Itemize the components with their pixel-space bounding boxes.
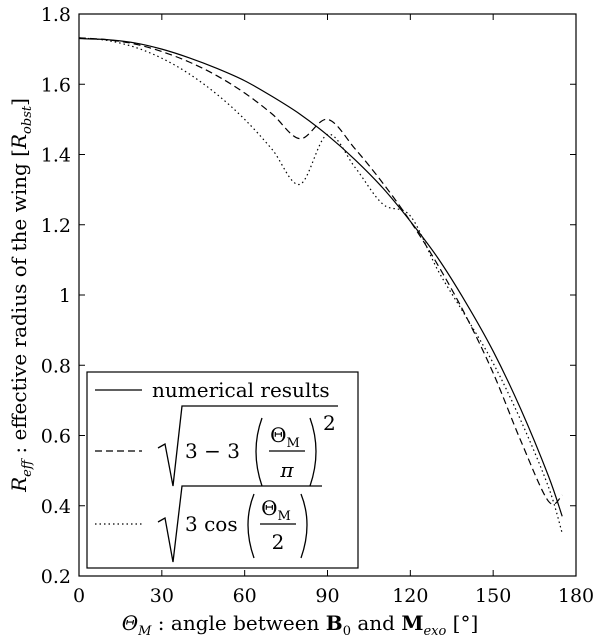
series-layer [78, 37, 563, 534]
legend-entry-numerical: numerical results [95, 378, 330, 402]
y-tick-label: 0.6 [41, 426, 71, 448]
x-tick-label: 0 [73, 585, 85, 607]
y-tick-label: 1.8 [41, 4, 71, 26]
legend-entry-quadratic: 3 − 3 ΘM π 2 [95, 405, 338, 487]
ticks [78, 13, 577, 577]
y-tick-label: 1 [59, 285, 71, 307]
y-tick-label: 0.4 [41, 496, 71, 518]
legend-label-numerical: numerical results [152, 378, 330, 402]
fraction-denominator-quadratic: π [279, 458, 294, 482]
sqrt-sign-cosine [157, 485, 322, 563]
fraction-numerator-quadratic: ΘM [270, 423, 300, 451]
paren-left-quadratic [255, 417, 263, 487]
x-tick-label: 120 [392, 585, 428, 607]
paren-left-cosine [247, 493, 255, 559]
x-tick-label: 30 [150, 585, 174, 607]
series-line-quadratic [78, 37, 563, 505]
y-tick-label: 0.2 [41, 566, 71, 588]
tick-labels: 0 30 60 90 120 150 180 0.2 0.4 0.6 0.8 1 1.2 1.4 1.6 1.… [41, 4, 594, 607]
y-tick-label: 1.2 [41, 215, 71, 237]
paren-right-cosine [300, 493, 308, 559]
sqrt-sign-quadratic [157, 405, 338, 487]
x-tick-label: 180 [558, 585, 594, 607]
legend-prefix-quadratic: 3 − 3 [185, 439, 240, 463]
legend: numerical results 3 − 3 ΘM π 2 3 cos ΘM … [86, 371, 359, 569]
y-tick-label: 1.4 [41, 145, 71, 167]
x-tick-label: 150 [475, 585, 511, 607]
legend-prefix-cosine: 3 cos [185, 512, 238, 536]
series-line-numerical [78, 37, 563, 517]
legend-entry-cosine: 3 cos ΘM 2 [95, 485, 322, 563]
legend-power-quadratic: 2 [323, 411, 336, 435]
series-line-cosine [78, 37, 563, 534]
fraction-denominator-cosine: 2 [272, 530, 285, 554]
x-tick-label: 90 [315, 585, 339, 607]
y-axis-label: Reff : effective radius of the wing [Rob… [7, 98, 35, 493]
y-tick-label: 1.6 [41, 74, 71, 96]
x-axis-label: ΘM : angle between B0 and Mexo [°] [122, 611, 479, 639]
x-tick-label: 60 [233, 585, 257, 607]
legend-box [86, 371, 359, 569]
paren-right-quadratic [309, 417, 317, 487]
fraction-numerator-cosine: ΘM [261, 496, 291, 524]
y-tick-label: 0.8 [41, 355, 71, 377]
